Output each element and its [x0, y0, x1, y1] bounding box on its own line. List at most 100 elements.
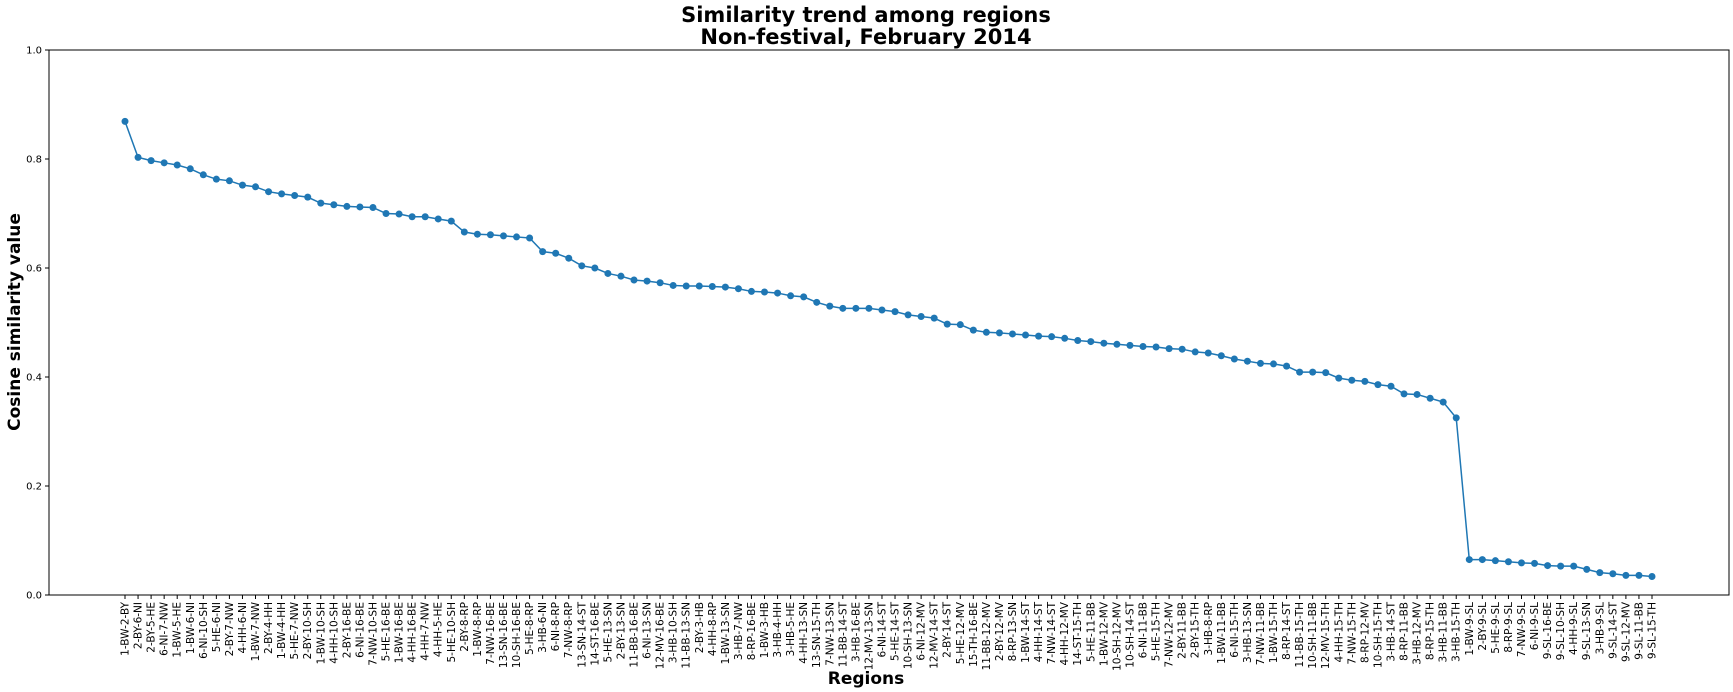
x-tick-label: 10-SH-12-MV	[1111, 601, 1123, 671]
x-tick-label: 3-HB-15-TH	[1451, 602, 1463, 662]
data-point	[826, 302, 834, 310]
x-tick-label: 1-BW-13-SN	[720, 602, 732, 664]
data-point	[669, 281, 677, 289]
x-tick-label: 3-HB-5-HE	[785, 602, 797, 656]
x-tick-label: 3-HB-12-MV	[1412, 601, 1424, 665]
data-point	[578, 262, 586, 270]
x-tick-label: 1-BW-7-NW	[250, 601, 262, 661]
data-point	[421, 213, 429, 221]
data-point	[1583, 565, 1591, 573]
x-tick-label: 2-BY-5-HE	[146, 602, 158, 653]
x-tick-label: 4-HH-14-ST	[1033, 601, 1045, 662]
data-point	[1348, 376, 1356, 384]
data-point	[395, 210, 403, 218]
data-point	[969, 326, 977, 334]
data-point	[708, 283, 716, 291]
data-point	[1243, 357, 1251, 365]
data-point	[1087, 338, 1095, 346]
data-point	[265, 188, 273, 196]
data-point	[160, 159, 168, 167]
y-tick-label: 0.8	[26, 155, 42, 166]
data-point	[1609, 570, 1617, 578]
data-point	[369, 204, 377, 212]
x-tick-label: 4-HH-15-TH	[1333, 602, 1345, 663]
x-tick-label: 5-HE-10-SH	[446, 602, 458, 663]
data-point	[747, 287, 755, 295]
x-tick-label: 6-NI-10-SH	[198, 602, 210, 659]
data-point	[1296, 368, 1304, 376]
data-point	[800, 293, 808, 301]
x-tick-label: 2-BY-16-BE	[341, 602, 353, 658]
data-point	[1008, 330, 1016, 338]
x-tick-label: 5-HE-13-SN	[602, 602, 614, 662]
x-tick-label: 2-BY-14-ST	[942, 601, 954, 657]
x-tick-label: 11-BB-14-ST	[837, 601, 849, 667]
x-tick-label: 12-MV-16-BE	[655, 602, 667, 669]
data-point	[852, 304, 860, 312]
data-point	[1100, 339, 1108, 347]
data-point	[486, 231, 494, 239]
x-tick-label: 11-BB-15-TH	[1294, 602, 1306, 667]
x-tick-label: 2-BY-11-BB	[1177, 602, 1189, 659]
x-tick-label: 3-HB-11-BB	[1438, 602, 1450, 663]
x-tick-label: 4-HH-10-SH	[328, 602, 340, 664]
data-point	[173, 161, 181, 169]
data-point	[1035, 332, 1043, 340]
plot-area-frame	[48, 49, 1730, 596]
x-tick-label: 1-BW-14-ST	[1020, 601, 1032, 662]
data-point	[1230, 355, 1238, 363]
data-point	[238, 181, 246, 189]
data-point	[721, 283, 729, 291]
data-point	[761, 288, 769, 296]
x-tick-label: 1-BW-6-NI	[185, 602, 197, 654]
data-point	[1178, 345, 1186, 353]
data-point	[1517, 559, 1525, 567]
data-point	[904, 311, 912, 319]
x-tick-label: 2-BY-9-SL	[1477, 602, 1489, 651]
x-tick-label: 11-BB-13-SN	[681, 602, 693, 669]
x-tick-label: 7-NW-9-SL	[1516, 602, 1528, 657]
x-tick-label: 2-BY-13-SN	[615, 602, 627, 659]
data-point	[1335, 374, 1343, 382]
x-tick-label: 7-NW-8-RP	[563, 602, 575, 658]
data-point	[1465, 556, 1473, 564]
x-tick-label: 1-BW-4-HH	[276, 602, 288, 659]
x-tick-label: 9-SL-12-MV	[1620, 601, 1632, 662]
x-tick-label: 4-HH-5-HE	[433, 602, 445, 657]
data-point	[1309, 368, 1317, 376]
data-point	[943, 320, 951, 328]
x-tick-label: 5-HE-14-ST	[890, 601, 902, 661]
x-tick-label: 5-HE-15-TH	[1151, 602, 1163, 661]
data-point	[408, 213, 416, 221]
x-tick-label: 4-HH-7-NW	[420, 601, 432, 660]
x-tick-label: 5-HE-6-NI	[211, 602, 223, 652]
x-tick-label: 8-RP-12-MV	[1359, 601, 1371, 663]
data-point	[839, 304, 847, 312]
x-tick-label: 1-BW-5-HE	[172, 602, 184, 658]
x-tick-label: 9-SL-10-SH	[1555, 602, 1567, 660]
data-point	[552, 249, 560, 257]
data-point	[199, 171, 207, 179]
x-tick-label: 1-BW-2-BY	[120, 601, 132, 655]
data-point	[878, 306, 886, 314]
x-tick-label: 12-MV-15-TH	[1320, 602, 1332, 669]
data-point	[982, 328, 990, 336]
series-line	[124, 121, 1653, 578]
data-point	[682, 282, 690, 290]
x-tick-label: 1-BW-9-SL	[1464, 602, 1476, 656]
x-tick-label: 6-NI-8-RP	[550, 602, 562, 651]
x-tick-label: 8-RP-13-SN	[1007, 602, 1019, 661]
y-tick-label: 0.6	[26, 264, 42, 275]
data-point	[630, 276, 638, 284]
x-tick-label: 13-SN-16-BE	[498, 602, 510, 668]
x-tick-label: 6-NI-13-SN	[642, 602, 654, 659]
data-point	[1400, 390, 1408, 398]
x-tick-label: 4-HH-16-BE	[407, 602, 419, 663]
x-tick-label: 12-MV-13-SN	[863, 602, 875, 670]
data-point	[643, 277, 651, 285]
x-tick-label: 15-TH-16-BE	[968, 602, 980, 667]
x-tick-label: 7-NW-12-MV	[1164, 601, 1176, 667]
x-tick-label: 1-BW-15-TH	[1268, 602, 1280, 663]
x-tick-label: 1-BW-12-MV	[1098, 601, 1110, 666]
